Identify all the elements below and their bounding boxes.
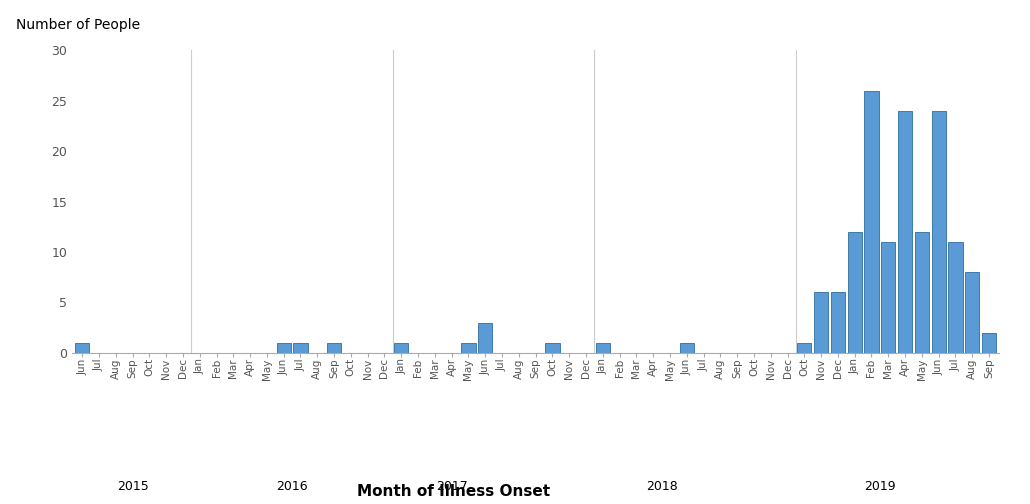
Text: 2016: 2016 (276, 480, 308, 493)
Bar (814, 292, 828, 353)
Bar (881, 242, 895, 353)
Bar (931, 111, 946, 353)
Text: 2019: 2019 (864, 480, 896, 493)
Bar (327, 343, 341, 353)
Text: 2017: 2017 (436, 480, 468, 493)
Bar (797, 343, 812, 353)
Bar (898, 111, 913, 353)
Bar (595, 343, 610, 353)
Bar (915, 232, 929, 353)
Bar (461, 343, 476, 353)
Bar (864, 91, 879, 353)
Bar (478, 323, 492, 353)
Bar (831, 292, 845, 353)
Bar (965, 272, 980, 353)
Bar (75, 343, 90, 353)
Bar (680, 343, 694, 353)
Text: Month of Illness Onset: Month of Illness Onset (356, 484, 550, 499)
Bar (277, 343, 290, 353)
Bar (848, 232, 862, 353)
Text: Number of People: Number of People (16, 18, 141, 32)
Text: 2018: 2018 (646, 480, 678, 493)
Bar (294, 343, 308, 353)
Bar (545, 343, 559, 353)
Bar (982, 333, 996, 353)
Bar (394, 343, 408, 353)
Bar (949, 242, 963, 353)
Text: 2015: 2015 (116, 480, 148, 493)
